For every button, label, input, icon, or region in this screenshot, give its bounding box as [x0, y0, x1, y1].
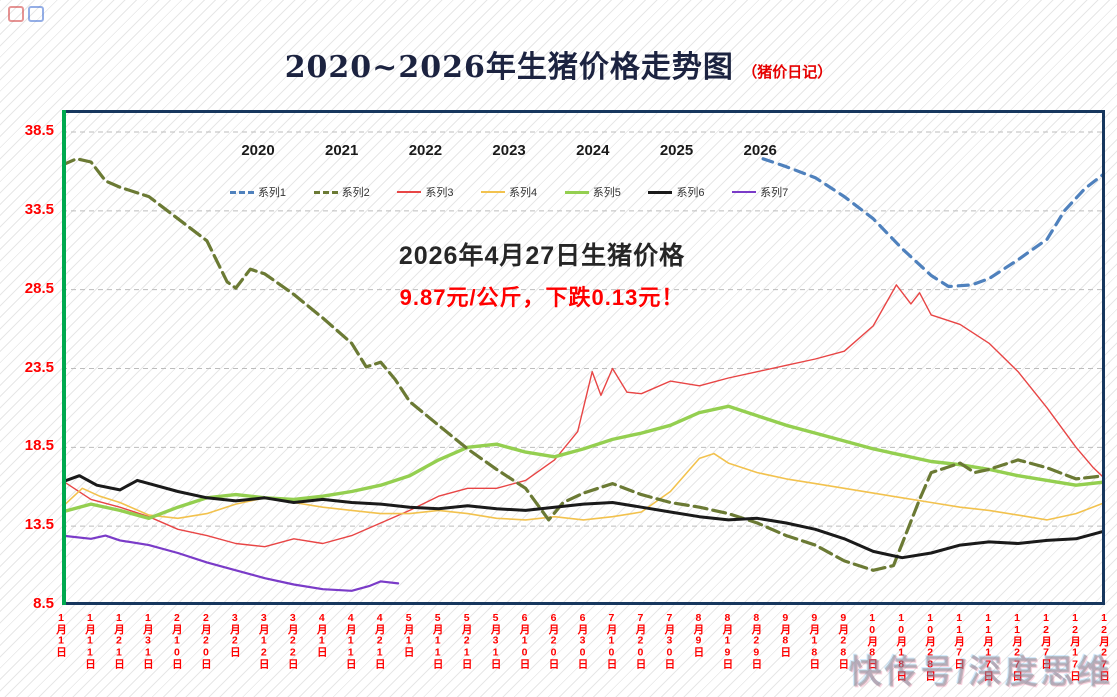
- x-axis-label: 6月10日: [518, 612, 531, 669]
- series-line-2023: [62, 452, 1105, 521]
- x-axis-label: 8月9日: [692, 612, 705, 657]
- y-axis-label: 28.5: [24, 279, 54, 297]
- x-axis-label: 6月20日: [547, 612, 560, 669]
- legend-label-2020: 系列1: [257, 187, 287, 199]
- legend-label-2021: 系列2: [341, 187, 370, 199]
- y-axis-label: 23.5: [24, 358, 54, 376]
- x-axis-label: 3月2日: [228, 612, 241, 657]
- x-axis-label: 1月31日: [141, 612, 154, 669]
- legend-label-2024: 系列5: [592, 187, 621, 199]
- legend-item-2026: 系列7: [715, 184, 805, 200]
- legend-swatch-2023: [481, 191, 506, 193]
- legend-item-2025: 系列6: [632, 184, 722, 200]
- x-axis-label: 5月21日: [460, 612, 473, 669]
- x-axis-label: 10月8日: [866, 612, 879, 669]
- x-axis-label: 9月28日: [837, 612, 850, 669]
- legend-swatch-2020: [229, 190, 254, 194]
- series-line-2020: [761, 157, 1105, 289]
- x-axis-label: 1月21日: [112, 612, 125, 669]
- legend-item-2020: 系列1: [213, 184, 303, 200]
- watermark: 快传号/深度思维: [848, 653, 1113, 690]
- x-axis-labels: 1月1日 1月11日 1月21日 1月31日 2月10日 2月20日 3月2日 3月12日 3月…: [55, 612, 1117, 697]
- legend-label-2022: 系列3: [425, 187, 454, 199]
- x-axis-label: 1月1日: [55, 612, 67, 657]
- y-axis-label: 33.5: [24, 200, 54, 218]
- y-axis-label: 18.5: [24, 437, 54, 455]
- series-line-2024: [62, 404, 1105, 520]
- x-axis-label: 4月1日: [315, 612, 328, 657]
- x-axis-label: 7月20日: [634, 612, 647, 669]
- x-axis-label: 5月31日: [489, 612, 502, 669]
- x-axis-label: 9月18日: [808, 612, 821, 669]
- legend-swatch-2024: [564, 190, 589, 194]
- x-axis-label: 8月29日: [750, 612, 763, 669]
- y-axis-label: 13.5: [24, 516, 54, 534]
- y-axis-labels: 38.5 33.5 28.5 23.5 18.5 13.5 8.5: [0, 110, 56, 612]
- x-axis-label: 11月17日: [982, 612, 995, 681]
- x-axis-label: 2月10日: [170, 612, 183, 669]
- legend-year-2026: 2026: [743, 142, 777, 159]
- legend-label-2026: 系列7: [760, 187, 789, 199]
- line-chart-svg: [62, 110, 1105, 605]
- chart-plot-area: 2020 2021 2022 2023 2024 2025 2026 系列1 系列2 系列3 系列…: [62, 110, 1105, 605]
- legend-swatch-2025: [648, 190, 673, 194]
- price-annotation: 2026年4月27日生猪价格 9.87元/公斤，下跌0.13元！: [292, 236, 792, 312]
- legend-label-2025: 系列6: [676, 187, 705, 199]
- chart-title-text: 2020~2026年生猪价格走势图: [284, 50, 734, 85]
- x-axis-label: 12月27日: [1098, 612, 1110, 681]
- legend-year-2020: 2020: [241, 142, 275, 159]
- x-axis-label: 7月30日: [663, 612, 676, 669]
- series-line-2026: [62, 534, 400, 592]
- annotation-date-line: 2026年4月27日生猪价格: [398, 242, 686, 270]
- x-axis-label: 11月27日: [1011, 612, 1024, 681]
- legend-year-2024: 2024: [576, 142, 610, 159]
- legend-year-2022: 2022: [408, 142, 443, 159]
- x-axis-label: 2月20日: [199, 612, 212, 669]
- legend-year-2025: 2025: [659, 142, 694, 159]
- y-axis-label: 38.5: [24, 122, 54, 139]
- legend-swatch-2022: [397, 191, 422, 193]
- x-axis-label: 3月22日: [286, 612, 299, 669]
- series-line-2021: [62, 157, 1105, 572]
- x-axis-label: 5月1日: [402, 612, 415, 657]
- x-axis-label: 11月7日: [953, 612, 966, 669]
- x-axis-label: 9月8日: [779, 612, 792, 657]
- legend-item-2021: 系列2: [297, 184, 387, 200]
- chart-title: 2020~2026年生猪价格走势图 （猪价日记）: [0, 42, 1117, 86]
- x-axis-label: 3月12日: [257, 612, 270, 669]
- legend-swatch-2021: [313, 190, 338, 194]
- decorative-corner-mark-red: [8, 6, 24, 22]
- annotation-price-line: 9.87元/公斤，下跌0.13元！: [399, 285, 685, 310]
- x-axis-label: 12月17日: [1069, 612, 1082, 681]
- x-axis-label: 1月11日: [83, 612, 96, 669]
- x-axis-label: 10月18日: [895, 612, 908, 681]
- legend-item-2022: 系列3: [380, 184, 470, 200]
- chart-title-suffix: （猪价日记）: [742, 63, 833, 81]
- series-line-2025: [62, 474, 1105, 560]
- plot-border: [63, 110, 1105, 605]
- legend-swatch-2026: [732, 191, 757, 193]
- legend-item-2023: 系列4: [464, 184, 554, 200]
- x-axis-label: 6月30日: [576, 612, 589, 669]
- x-axis-label: 7月10日: [605, 612, 618, 669]
- decorative-corner-mark-blue: [28, 6, 44, 22]
- x-axis-label: 8月19日: [721, 612, 734, 669]
- legend-year-2021: 2021: [325, 142, 359, 159]
- y-axis-label: 8.5: [33, 595, 54, 612]
- series-line-2022: [62, 284, 1105, 548]
- legend-year-2023: 2023: [492, 142, 526, 159]
- legend-item-2024: 系列5: [548, 184, 638, 200]
- x-axis-label: 4月11日: [344, 612, 357, 669]
- x-axis-label: 10月28日: [924, 612, 937, 681]
- x-axis-label: 4月21日: [373, 612, 386, 669]
- legend-label-2023: 系列4: [509, 187, 538, 199]
- x-axis-label: 5月11日: [431, 612, 444, 669]
- x-axis-label: 12月7日: [1040, 612, 1053, 669]
